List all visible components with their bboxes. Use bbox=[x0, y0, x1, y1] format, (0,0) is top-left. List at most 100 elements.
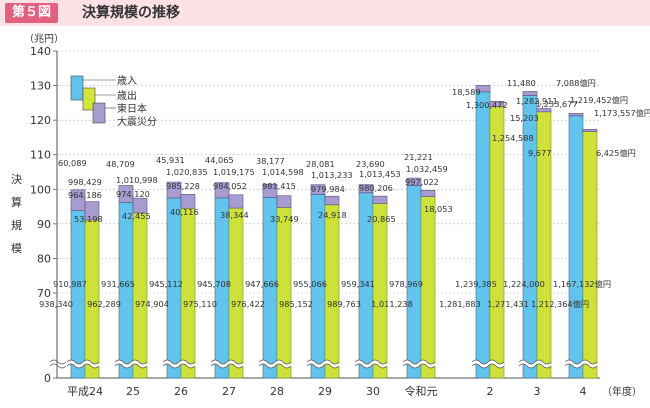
x-axis-unit: （年度） bbox=[602, 385, 642, 398]
label-base-revenue: 985,152 bbox=[279, 299, 313, 309]
label-earthquake-expenditure: 15,203 bbox=[510, 113, 539, 123]
axis-break bbox=[209, 360, 245, 368]
axis-break-line bbox=[354, 359, 388, 365]
y-tick-label: 80 bbox=[37, 252, 51, 265]
y-tick-label: 110 bbox=[30, 149, 51, 162]
bar-revenue-earthquake bbox=[475, 85, 491, 93]
legend-label: 東日本 bbox=[117, 102, 147, 115]
label-earthquake-revenue: 18,589 bbox=[452, 87, 481, 97]
y-tick-label: 100 bbox=[30, 183, 51, 196]
y-tick-label: 130 bbox=[30, 80, 51, 93]
figure-number: 第５図 bbox=[5, 3, 59, 23]
label-base-expenditure: 1,239,385 bbox=[455, 279, 497, 289]
axis-break-line bbox=[210, 359, 244, 365]
settlement-scale-chart: 0 70 80 90 100 110 120 130 140（兆円） 決算規模 歳入歳出東日本大震災… bbox=[11, 33, 650, 398]
x-tick-label: 令和元 bbox=[405, 384, 438, 398]
y-tick-label: 70 bbox=[37, 287, 51, 300]
y-axis-title-char: 算 bbox=[11, 195, 22, 209]
bar-revenue-earthquake bbox=[406, 177, 422, 186]
label-total-revenue: 1,010,998 bbox=[116, 175, 158, 185]
axis-break-line bbox=[471, 359, 505, 365]
label-earthquake-expenditure: 42,455 bbox=[122, 211, 151, 221]
bar-expenditure-earthquake bbox=[420, 190, 436, 197]
label-total-expenditure: 979,984 bbox=[311, 184, 345, 194]
category-group bbox=[517, 91, 553, 379]
label-total-revenue: 1,300,472 bbox=[466, 100, 508, 110]
axis-break-line bbox=[114, 363, 148, 369]
label-base-expenditure: 945,708 bbox=[197, 279, 231, 289]
label-base-expenditure: 945,112 bbox=[149, 279, 183, 289]
label-total-revenue: 1,219,452億円 bbox=[570, 95, 628, 105]
axis-break-line bbox=[402, 359, 436, 365]
bar-expenditure-earthquake bbox=[180, 194, 196, 209]
category-group bbox=[209, 182, 245, 379]
legend-label: 大震災分 bbox=[117, 115, 157, 128]
label-total-revenue: 1,020,835 bbox=[166, 167, 208, 177]
label-total-expenditure: 984,052 bbox=[213, 181, 247, 191]
axis-break bbox=[257, 360, 293, 368]
label-base-revenue: 938,340 bbox=[39, 299, 73, 309]
legend-earthquake-swatch bbox=[92, 102, 106, 124]
label-base-revenue: 989,763 bbox=[327, 299, 361, 309]
bar-expenditure-earthquake bbox=[228, 194, 244, 209]
category-group bbox=[65, 189, 101, 379]
x-tick-label: 平成24 bbox=[67, 385, 103, 398]
x-tick-label: 30 bbox=[366, 385, 380, 398]
bar-revenue-earthquake bbox=[310, 184, 326, 195]
label-earthquake-expenditure: 53,198 bbox=[74, 214, 103, 224]
category-group bbox=[305, 184, 341, 379]
label-earthquake-expenditure: 18,053 bbox=[424, 204, 453, 214]
label-earthquake-revenue: 48,709 bbox=[106, 159, 135, 169]
label-earthquake-revenue: 38,177 bbox=[256, 156, 285, 166]
axis-break-line bbox=[66, 363, 100, 369]
x-tick-label: 27 bbox=[222, 385, 236, 398]
bar-revenue bbox=[475, 91, 491, 379]
label-total-revenue: 1,013,453 bbox=[359, 169, 401, 179]
label-earthquake-expenditure: 9,677 bbox=[528, 148, 551, 158]
legend bbox=[70, 75, 116, 124]
figure-header: 第５図 決算規模の推移 bbox=[0, 0, 650, 26]
category-group bbox=[563, 113, 599, 379]
bar-revenue-earthquake bbox=[568, 113, 584, 117]
axis-break-line bbox=[210, 363, 244, 369]
label-base-expenditure: 947,666 bbox=[245, 279, 279, 289]
axis-break bbox=[563, 360, 599, 368]
bar-expenditure-earthquake bbox=[372, 195, 388, 204]
label-base-revenue: 1,212,364億円 bbox=[531, 299, 589, 309]
axis-break-line bbox=[306, 363, 340, 369]
label-base-revenue: 975,110 bbox=[183, 299, 217, 309]
axis-break-line bbox=[518, 363, 552, 369]
legend-revenue-swatch bbox=[70, 75, 84, 101]
label-base-revenue: 976,422 bbox=[231, 299, 265, 309]
label-total-expenditure: 1,233,677 bbox=[536, 99, 578, 109]
label-earthquake-expenditure: 6,425億円 bbox=[596, 148, 636, 158]
y-axis-title-char: 模 bbox=[11, 242, 22, 255]
axis-break-line bbox=[258, 363, 292, 369]
label-base-revenue: 1,281,883 bbox=[439, 299, 481, 309]
label-total-revenue: 1,282,911 bbox=[516, 96, 558, 106]
axis-break-line bbox=[354, 363, 388, 369]
axis-break bbox=[65, 360, 101, 368]
bar-revenue-earthquake bbox=[118, 185, 134, 203]
bar-expenditure-earthquake bbox=[132, 197, 148, 214]
axis-break-line bbox=[258, 359, 292, 365]
bar-expenditure-earthquake bbox=[582, 128, 598, 132]
x-tick-label: 25 bbox=[126, 385, 140, 398]
y-tick-label: 0 bbox=[44, 372, 51, 385]
legend-label: 歳入 bbox=[117, 75, 137, 87]
axis-break-line bbox=[564, 359, 598, 365]
label-earthquake-revenue: 28,081 bbox=[306, 159, 335, 169]
label-total-expenditure: 974,120 bbox=[116, 189, 150, 199]
y-tick-label: 120 bbox=[30, 114, 51, 127]
label-base-revenue: 1,011,238 bbox=[371, 299, 413, 309]
axis-break-line bbox=[402, 363, 436, 369]
category-group bbox=[257, 183, 293, 379]
label-total-expenditure: 980,206 bbox=[359, 183, 393, 193]
label-total-revenue: 1,013,233 bbox=[311, 170, 353, 180]
category-group bbox=[161, 181, 197, 379]
category-group bbox=[113, 185, 149, 379]
label-earthquake-revenue: 23,690 bbox=[356, 159, 385, 169]
label-total-expenditure: 997,022 bbox=[405, 177, 439, 187]
bar-expenditure-earthquake bbox=[276, 195, 292, 208]
label-total-revenue: 998,429 bbox=[68, 177, 102, 187]
